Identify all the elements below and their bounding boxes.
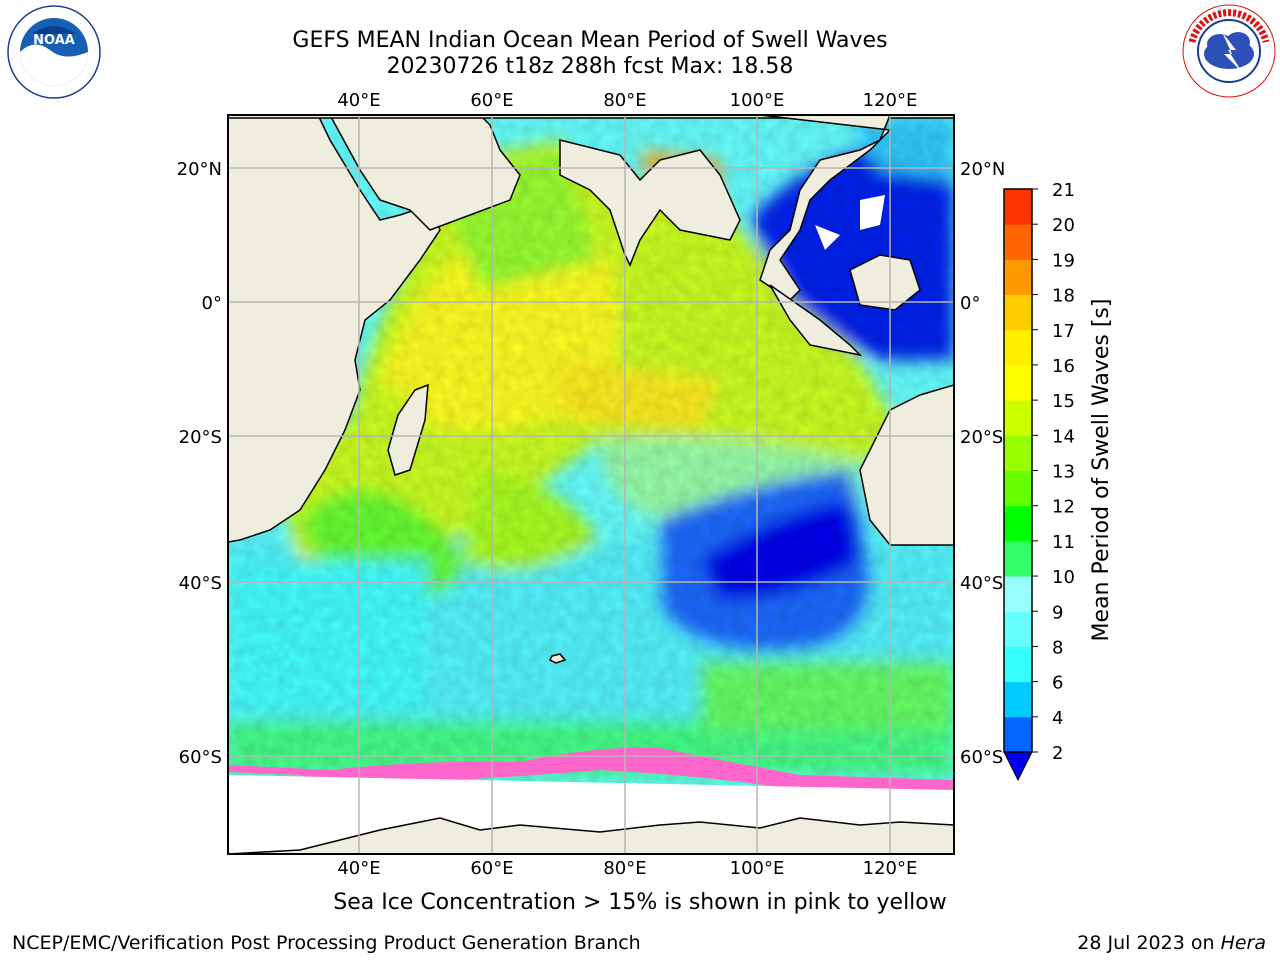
colorbar-tick-label: 21 (1052, 180, 1075, 201)
map-subtitle-run-info: 20230726 t18z 288h fcst Max: 18.58 (386, 54, 794, 79)
colorbar: 2 4 6 8 9 10 11 12 13 14 15 16 17 18 19 20 21 (1003, 180, 1075, 782)
colorbar-tick-label: 12 (1052, 497, 1075, 518)
graticule (228, 115, 954, 854)
colorbar-segment (1004, 716, 1032, 753)
colorbar-segment (1004, 329, 1032, 366)
footer-host: Hera (1220, 932, 1266, 954)
colorbar-tick-label: 19 (1052, 250, 1075, 271)
colorbar-segment (1004, 470, 1032, 507)
lat-labels-right: 20°N 0° 20°S 40°S 60°S (960, 159, 1005, 768)
colorbar-tick-label: 16 (1052, 356, 1075, 377)
colorbar-segment (1004, 611, 1032, 647)
nws-logo (1182, 4, 1276, 98)
colorbar-segment (1004, 681, 1032, 718)
colorbar-tick-label: 2 (1052, 743, 1063, 764)
lat-tick-label: 20°S (960, 427, 1003, 448)
land-masses (228, 115, 954, 854)
colorbar-tick-label: 13 (1052, 462, 1075, 483)
colorbar-segment (1004, 224, 1032, 260)
colorbar-tick-label: 15 (1052, 391, 1075, 412)
lat-tick-label: 20°S (179, 427, 222, 448)
lon-labels-bottom: 40°E 60°E 80°E 100°E 120°E (337, 858, 917, 879)
colorbar-segment (1004, 540, 1032, 577)
colorbar-segment (1004, 400, 1032, 436)
colorbar-tick-label: 6 (1052, 673, 1063, 694)
colorbar-tick-label: 9 (1052, 602, 1063, 623)
map-frame (227, 114, 955, 855)
lat-tick-label: 40°S (179, 573, 222, 594)
noaa-logo-text: NOAA (33, 33, 75, 48)
lon-tick-label: 80°E (603, 90, 646, 111)
lon-tick-label: 120°E (863, 858, 918, 879)
lat-tick-label: 0° (202, 293, 222, 314)
colorbar-segment (1004, 435, 1032, 471)
map-panel (228, 115, 954, 854)
lat-labels-left: 20°N 0° 20°S 40°S 60°S (177, 159, 222, 768)
madagascar-land (387, 383, 429, 476)
colorbar-extend-arrow (1003, 751, 1033, 782)
lat-tick-label: 60°S (960, 747, 1003, 768)
colorbar-tick-label: 4 (1052, 708, 1063, 729)
australia-land (859, 384, 954, 546)
colorbar-label: Mean Period of Swell Waves [s] (1089, 299, 1114, 642)
lon-tick-label: 60°E (470, 90, 513, 111)
india-land (559, 139, 741, 267)
lat-tick-label: 40°S (960, 573, 1003, 594)
lat-tick-label: 0° (960, 293, 980, 314)
colorbar-tick-label: 14 (1052, 426, 1075, 447)
colorbar-segment (1004, 505, 1032, 542)
colorbar-tick-label: 17 (1052, 321, 1075, 342)
lat-tick-label: 20°N (177, 159, 222, 180)
lon-tick-label: 100°E (730, 90, 785, 111)
sea-ice-note: Sea Ice Concentration > 15% is shown in … (333, 890, 947, 915)
lon-labels-top: 40°E 60°E 80°E 100°E 120°E (337, 90, 917, 111)
colorbar-segment (1004, 364, 1032, 401)
colorbar-tick-label: 11 (1052, 532, 1075, 553)
colorbar-tick-label: 20 (1052, 215, 1075, 236)
colorbar-segment (1004, 646, 1032, 683)
map-title: GEFS MEAN Indian Ocean Mean Period of Sw… (292, 28, 888, 53)
colorbar-segment (1004, 576, 1032, 612)
footer-credit: NCEP/EMC/Verification Post Processing Pr… (12, 932, 641, 954)
lon-tick-label: 100°E (730, 858, 785, 879)
antarctica-land (228, 817, 954, 854)
lon-tick-label: 80°E (603, 858, 646, 879)
sea-ice-band (228, 747, 954, 815)
footer-date-text: 28 Jul 2023 on (1077, 932, 1215, 954)
lat-tick-label: 20°N (960, 159, 1005, 180)
lon-tick-label: 120°E (863, 90, 918, 111)
colorbar-segment (1004, 294, 1032, 331)
lat-tick-label: 60°S (179, 747, 222, 768)
lon-tick-label: 40°E (337, 90, 380, 111)
colorbar-segment (1004, 259, 1032, 296)
lon-tick-label: 60°E (470, 858, 513, 879)
colorbar-tick-label: 8 (1052, 637, 1063, 658)
colorbar-tick-label: 10 (1052, 567, 1075, 588)
noaa-logo: NOAA (7, 5, 101, 99)
colorbar-segment (1004, 189, 1032, 225)
colorbar-tick-label: 18 (1052, 286, 1075, 307)
footer-date: 28 Jul 2023 on Hera (1077, 932, 1266, 954)
lon-tick-label: 40°E (337, 858, 380, 879)
